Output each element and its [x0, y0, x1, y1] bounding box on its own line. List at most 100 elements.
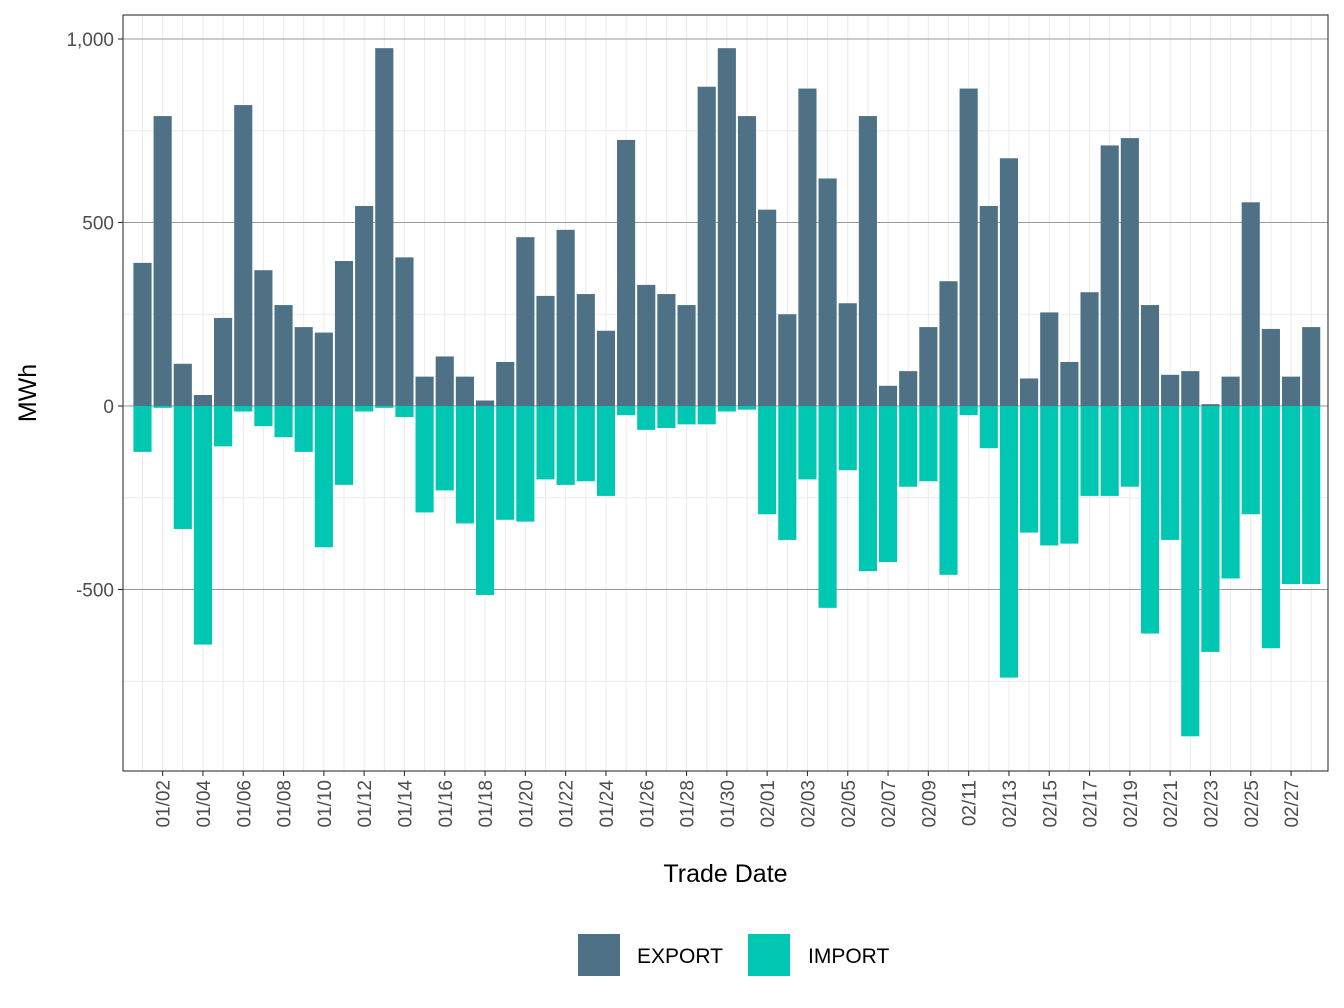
- bar-export-02-06: [858, 116, 877, 406]
- bar-import-01-01: [133, 406, 152, 452]
- bar-export-02-16: [1060, 361, 1079, 406]
- bar-import-02-18: [1100, 406, 1119, 496]
- bar-import-02-21: [1161, 406, 1180, 540]
- x-tick-label: 01/30: [718, 780, 739, 828]
- bar-import-02-23: [1201, 406, 1220, 652]
- x-tick-label: 01/10: [315, 780, 336, 828]
- x-tick-label: 01/24: [597, 780, 618, 828]
- bar-export-01-01: [133, 262, 152, 406]
- x-tick-label: 02/05: [839, 780, 860, 828]
- bar-export-02-25: [1241, 202, 1260, 406]
- bar-export-02-02: [778, 314, 797, 406]
- bar-export-01-31: [737, 116, 757, 406]
- bar-import-01-27: [657, 406, 676, 429]
- x-tick-label: 01/26: [637, 780, 658, 828]
- bar-import-01-12: [355, 406, 374, 412]
- bar-export-01-09: [294, 327, 313, 406]
- bar-import-01-28: [677, 406, 696, 425]
- bar-import-02-04: [818, 406, 837, 608]
- bar-export-01-13: [375, 48, 394, 407]
- x-tick-label: 01/20: [516, 780, 537, 828]
- bar-import-01-04: [193, 406, 213, 645]
- bar-export-01-14: [395, 257, 414, 406]
- bar-export-01-16: [435, 356, 454, 406]
- bar-import-01-02: [153, 406, 172, 408]
- bar-export-01-06: [234, 105, 253, 406]
- bar-export-02-09: [919, 327, 938, 406]
- bar-import-02-26: [1261, 406, 1280, 649]
- bar-export-01-28: [677, 305, 696, 406]
- bar-import-02-25: [1241, 406, 1260, 515]
- x-tick-label: 02/27: [1282, 780, 1303, 828]
- bar-export-02-05: [838, 303, 857, 406]
- legend-swatch-export: [578, 934, 620, 976]
- x-tick-label: 01/14: [395, 780, 416, 828]
- bar-import-02-13: [999, 406, 1019, 678]
- bar-import-01-03: [173, 406, 192, 529]
- x-tick-label: 01/16: [436, 780, 457, 828]
- bar-export-02-23: [1201, 404, 1220, 406]
- bar-import-01-14: [395, 406, 414, 418]
- bar-import-01-26: [637, 406, 656, 430]
- bar-import-01-22: [556, 406, 575, 485]
- bar-export-01-18: [475, 400, 495, 406]
- x-tick-label: 02/19: [1121, 780, 1142, 828]
- plot-border: [122, 14, 1329, 772]
- x-tick-label: 01/18: [476, 780, 497, 828]
- bar-export-01-08: [274, 305, 293, 406]
- bar-import-01-08: [274, 406, 293, 438]
- bar-import-02-11: [959, 406, 978, 416]
- x-tick-label: 02/17: [1081, 780, 1102, 828]
- y-axis-title: MWh: [14, 364, 42, 422]
- bar-export-01-25: [617, 139, 636, 406]
- bar-export-01-22: [556, 229, 575, 406]
- x-tick-label: 02/23: [1201, 780, 1222, 828]
- bar-export-02-01: [758, 209, 777, 406]
- bar-export-02-18: [1100, 145, 1119, 406]
- bar-export-01-27: [657, 294, 676, 406]
- bar-export-01-23: [576, 294, 595, 406]
- bar-import-02-02: [778, 406, 797, 540]
- x-tick-label: 01/08: [275, 780, 296, 828]
- bar-export-02-27: [1281, 376, 1301, 406]
- bar-import-01-05: [214, 406, 233, 447]
- bar-export-01-19: [496, 361, 515, 406]
- bar-export-01-02: [153, 116, 172, 406]
- bar-export-02-07: [878, 385, 898, 406]
- bar-export-02-22: [1181, 371, 1200, 406]
- bar-export-02-15: [1040, 312, 1059, 406]
- bar-export-01-30: [717, 48, 736, 407]
- bar-import-02-07: [878, 406, 898, 562]
- bar-import-01-19: [496, 406, 515, 520]
- bar-import-01-21: [536, 406, 555, 480]
- bar-export-02-12: [979, 205, 998, 406]
- x-tick-label: 01/06: [234, 780, 255, 828]
- bar-export-01-21: [536, 295, 555, 406]
- bar-export-01-11: [334, 261, 354, 406]
- bar-export-02-08: [899, 371, 918, 406]
- x-tick-label: 02/15: [1040, 780, 1061, 828]
- bar-export-02-24: [1221, 376, 1240, 406]
- x-axis-title: Trade Date: [663, 860, 787, 888]
- bar-export-02-10: [939, 281, 958, 406]
- bar-export-01-12: [355, 205, 374, 406]
- y-axis: -500 0 500 1,000: [66, 30, 123, 602]
- bar-import-01-06: [234, 406, 253, 412]
- y-tick-label: 1,000: [66, 30, 114, 51]
- x-tick-label: 01/02: [154, 780, 175, 828]
- legend-swatch-import: [748, 934, 790, 976]
- bar-import-01-09: [294, 406, 313, 452]
- bar-export-02-14: [1020, 378, 1039, 406]
- bar-export-01-29: [697, 86, 716, 407]
- bar-import-01-18: [475, 406, 495, 595]
- x-tick-label: 02/21: [1161, 780, 1182, 828]
- bar-export-02-21: [1161, 374, 1180, 406]
- bar-export-01-17: [455, 376, 474, 406]
- x-tick-label: 02/03: [798, 780, 819, 828]
- bar-import-02-14: [1020, 406, 1039, 533]
- bar-import-01-13: [375, 406, 394, 408]
- x-tick-label: 02/25: [1242, 780, 1263, 828]
- bar-import-02-27: [1281, 406, 1301, 584]
- bar-import-02-08: [899, 406, 918, 487]
